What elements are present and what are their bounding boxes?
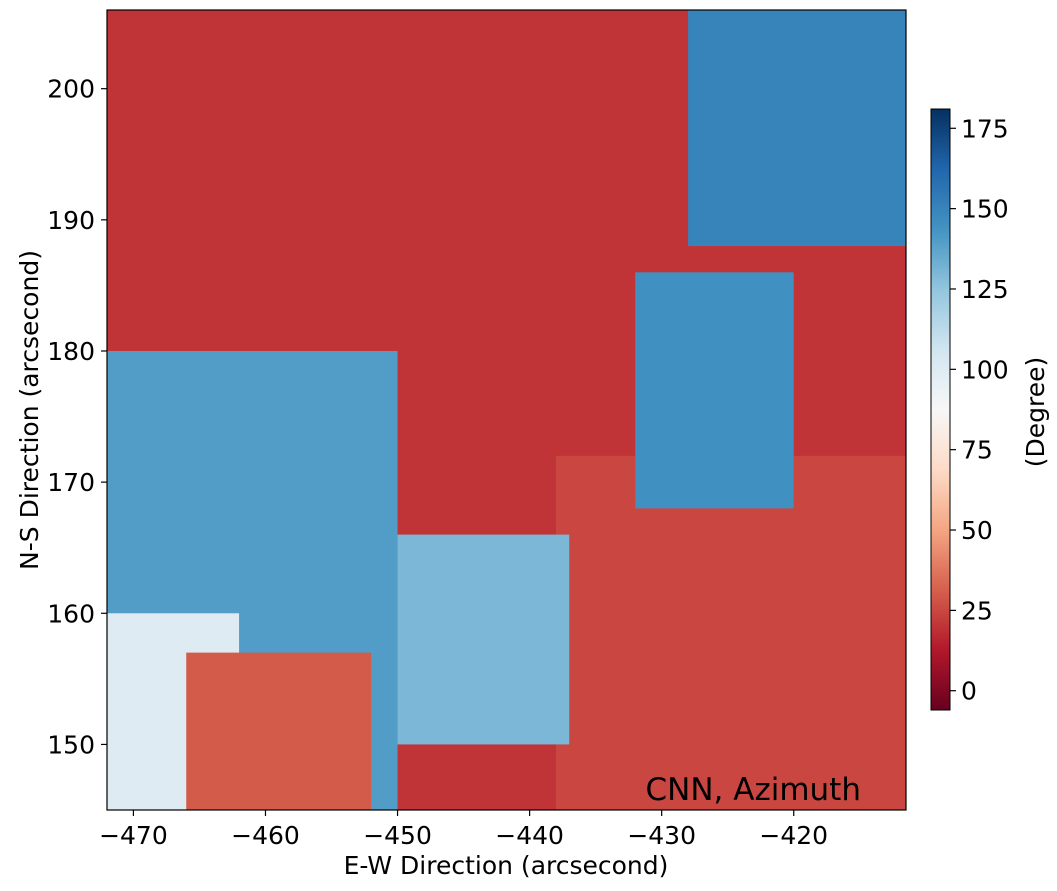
y-axis-label: N-S Direction (arcsecond) xyxy=(15,250,44,570)
colorbar-ticks: 0 25 50 75 100 125 150 175 xyxy=(950,114,1009,706)
y-axis: 150 160 170 180 190 200 xyxy=(47,75,107,759)
heatmap-cells xyxy=(107,10,906,810)
heatmap-plot-area: CNN, Azimuth xyxy=(106,9,907,811)
heatmap-cell xyxy=(397,534,570,745)
colorbar-tick-label: 0 xyxy=(961,677,977,706)
y-tick-label: 170 xyxy=(47,468,95,497)
colorbar-tick-label: 50 xyxy=(961,516,993,545)
heatmap-cell xyxy=(635,272,794,509)
colorbar-tick-label: 100 xyxy=(961,355,1009,384)
y-tick-label: 160 xyxy=(47,599,95,628)
heatmap-cell xyxy=(186,652,372,810)
colorbar: 0 25 50 75 100 125 150 175 (Degree) xyxy=(930,108,1050,711)
plot-frame xyxy=(106,9,907,811)
x-axis: −470 −460 −450 −440 −430 −420 xyxy=(99,810,828,850)
y-tick-label: 150 xyxy=(47,730,95,759)
x-tick-label: −430 xyxy=(627,821,696,850)
x-tick-label: −450 xyxy=(363,821,432,850)
colorbar-tick-label: 175 xyxy=(961,114,1009,143)
heatmap-cell xyxy=(688,10,906,247)
x-tick-label: −470 xyxy=(99,821,168,850)
x-tick-label: −440 xyxy=(495,821,564,850)
colorbar-gradient xyxy=(930,108,951,711)
y-tick-label: 190 xyxy=(47,206,95,235)
x-tick-label: −420 xyxy=(759,821,828,850)
heatmap-cell xyxy=(556,455,906,810)
colorbar-tick-label: 25 xyxy=(961,596,993,625)
colorbar-tick-label: 75 xyxy=(961,436,993,465)
y-tick-label: 180 xyxy=(47,337,95,366)
x-axis-label: E-W Direction (arcsecond) xyxy=(344,851,669,880)
colorbar-label: (Degree) xyxy=(1021,357,1050,468)
chart-annotation: CNN, Azimuth xyxy=(646,772,861,808)
x-tick-label: −460 xyxy=(231,821,300,850)
colorbar-tick-label: 150 xyxy=(961,195,1009,224)
colorbar-tick-label: 125 xyxy=(961,275,1009,304)
y-tick-label: 200 xyxy=(47,75,95,104)
